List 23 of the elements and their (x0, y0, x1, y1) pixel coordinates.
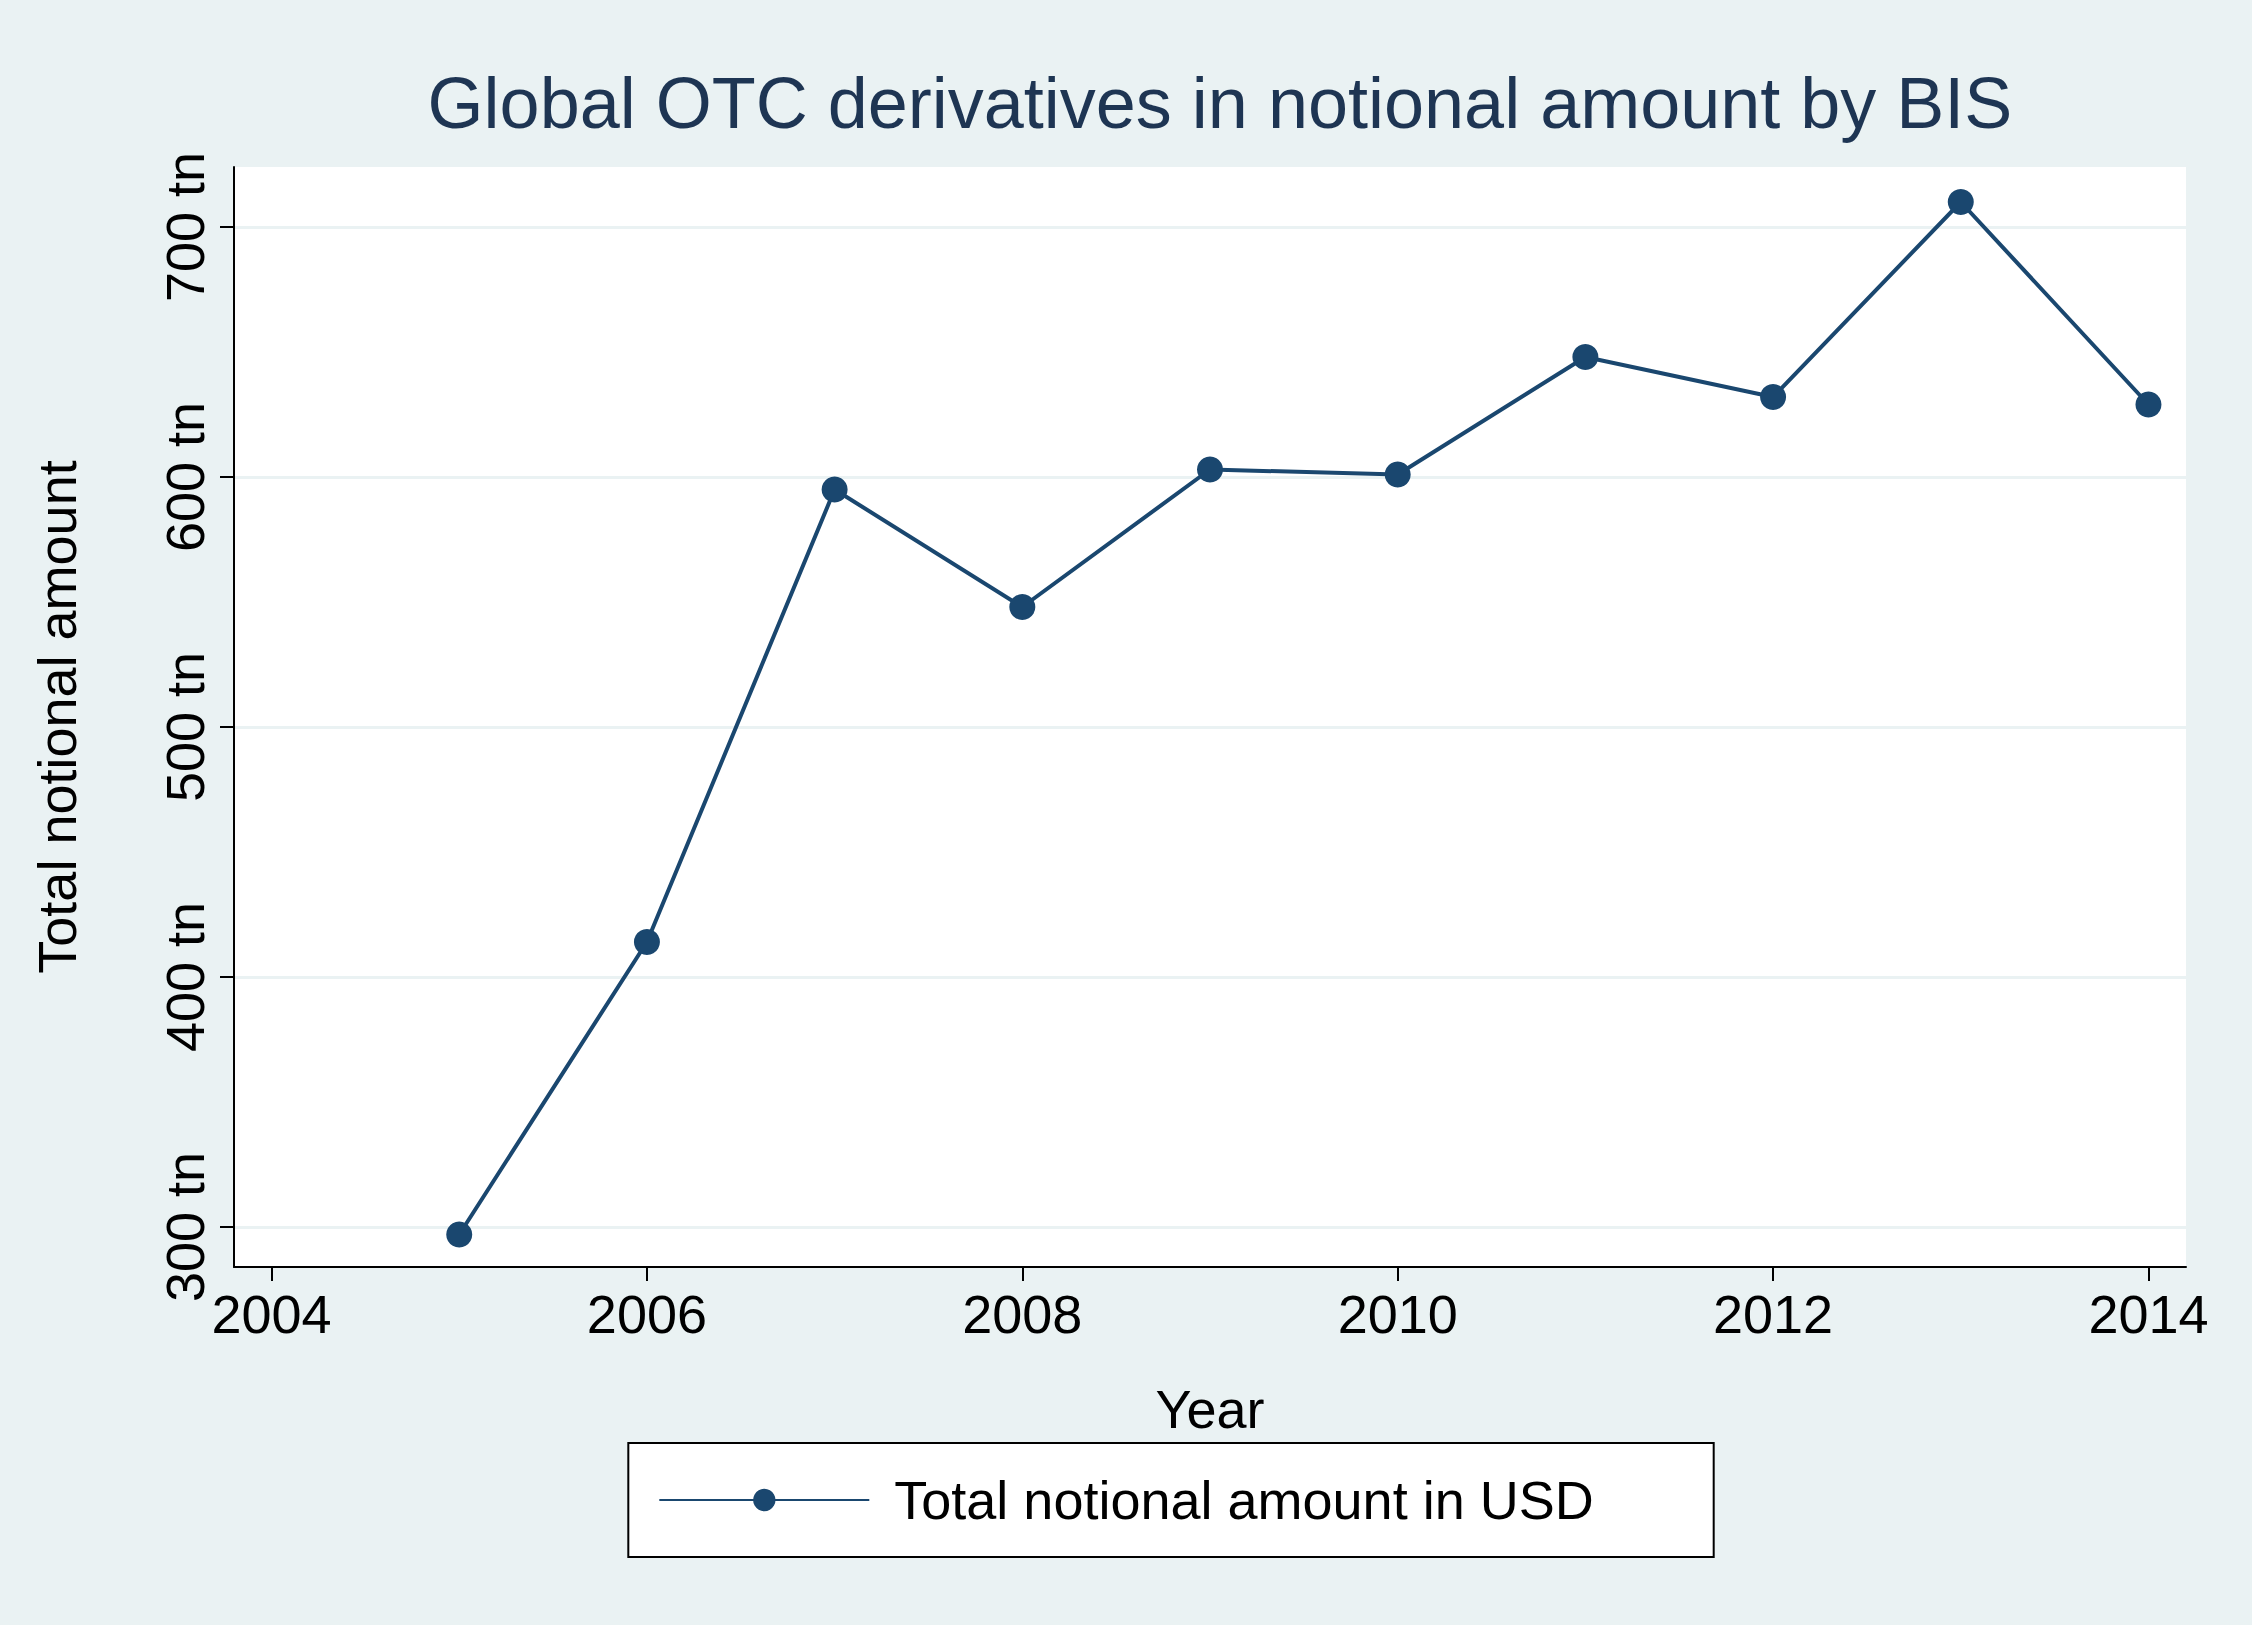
point (1760, 384, 1787, 410)
x-tick-label: 2014 (2088, 1284, 2209, 1344)
x-tick-label: 2008 (962, 1284, 1083, 1344)
x-tick-label: 2006 (586, 1284, 707, 1344)
y-axis-title: Total notional amount (27, 460, 87, 974)
x-tick-label: 2012 (1713, 1284, 1834, 1344)
point (821, 476, 848, 503)
y-tick-label: 700 tn (155, 151, 215, 303)
x-tick-label: 2010 (1337, 1284, 1458, 1344)
point (446, 1221, 473, 1248)
point (633, 929, 660, 955)
point (2135, 391, 2162, 418)
point (1384, 461, 1411, 488)
y-tick-label: 600 tn (155, 401, 215, 553)
point (1197, 456, 1223, 483)
point (1009, 594, 1036, 620)
chart-title: Global OTC derivatives in notional amount by BIS (427, 63, 2013, 143)
x-axis-title: Year (1155, 1379, 1265, 1439)
y-tick-label: 500 tn (155, 651, 215, 803)
point (1947, 189, 1974, 215)
legend-label: Total notional amount in USD (894, 1470, 1594, 1530)
y-tick-label: 400 tn (155, 901, 215, 1053)
point (1572, 344, 1599, 370)
